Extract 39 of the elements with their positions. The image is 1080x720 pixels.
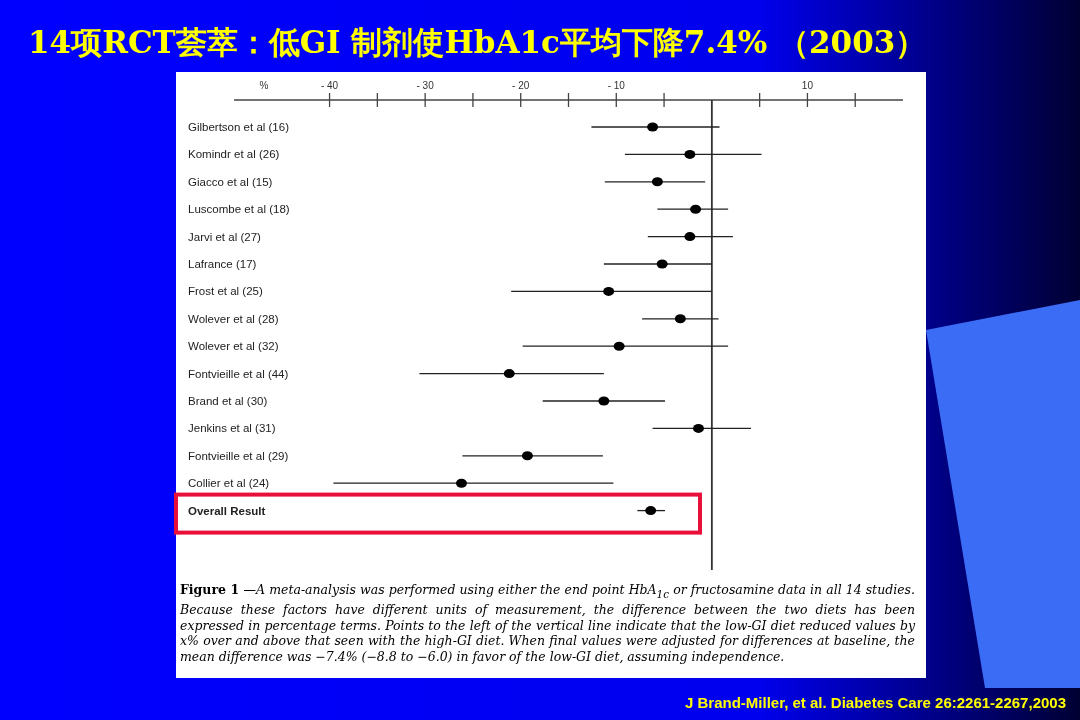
point bbox=[598, 396, 610, 406]
chart-title: 14项RCT荟萃：低GI 制剂使HbA1c平均下降7.4% （2003） bbox=[28, 23, 928, 62]
point bbox=[692, 423, 704, 433]
point bbox=[656, 259, 668, 269]
x-tick-label: - 40 bbox=[320, 80, 339, 91]
y-tick-label: Giacco et al (15) bbox=[188, 175, 273, 188]
y-tick-label: Overall Result bbox=[188, 504, 266, 517]
y-tick-label: Jarvi et al (27) bbox=[188, 230, 262, 243]
y-tick-label: Brand et al (30) bbox=[188, 395, 268, 407]
y-tick-label: Wolever et al (32) bbox=[188, 340, 279, 353]
point bbox=[645, 506, 657, 516]
caption: Figure 1 —A meta-analysis was performed using either the end point HbA$_{1c}$ or fructosamine data in all 14 studies. Because these factors have different units of measurement, the difference between the two diets has been expressed in percentage terms. Points to the left of the vertical line indicate that the low-GI diet reduced values by x% over and above that seen with the high-GI diet. When final values were adjusted for differences at baseline, the mean difference was −7.4% (−8.8 to −6.0) in favor of the low-GI diet, assuming independence. bbox=[180, 582, 915, 664]
y-tick-label: Luscombe et al (18) bbox=[188, 203, 290, 216]
point bbox=[613, 341, 625, 351]
x-tick-label: - 20 bbox=[512, 80, 530, 91]
y-tick-label: Komindr et al (26) bbox=[188, 148, 280, 161]
y-tick-label: Fontvieille et al (44) bbox=[188, 367, 289, 380]
y-tick-label: Frost et al (25) bbox=[188, 285, 263, 298]
y-tick-label: Collier et al (24) bbox=[188, 477, 270, 490]
x-tick-label: - 10 bbox=[607, 80, 626, 91]
point bbox=[455, 478, 467, 488]
y-tick-label: Fontvieille et al (29) bbox=[188, 449, 289, 462]
point bbox=[603, 286, 615, 296]
y-tick-label: Gilbertson et al (16) bbox=[188, 121, 290, 133]
point bbox=[503, 369, 515, 379]
y-tick-label: Wolever et al (28) bbox=[188, 312, 279, 325]
x-axis-title: % bbox=[259, 80, 269, 91]
point bbox=[690, 204, 702, 214]
point bbox=[684, 149, 696, 159]
point bbox=[521, 451, 533, 461]
text: J Brand-Miller, et al. Diabetes Care 26:2261-2267,2003 bbox=[684, 694, 1066, 711]
y-tick-label: Jenkins et al (31) bbox=[188, 422, 276, 435]
y-tick-label: Lafrance (17) bbox=[188, 258, 257, 270]
x-tick-label: - 30 bbox=[416, 80, 435, 91]
x-tick-label: 10 bbox=[801, 80, 814, 91]
point bbox=[647, 122, 659, 132]
point bbox=[684, 232, 696, 242]
point bbox=[674, 314, 686, 324]
point bbox=[651, 177, 663, 187]
